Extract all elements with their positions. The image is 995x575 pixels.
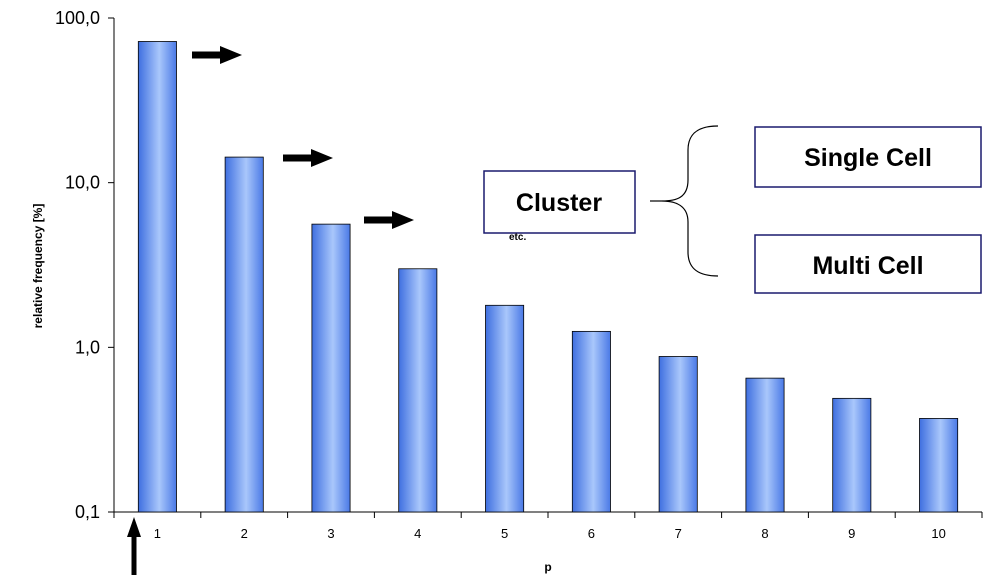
right-arrow-icon — [364, 211, 414, 229]
bar-8 — [745, 377, 785, 513]
bar-7 — [658, 356, 698, 513]
cluster-label: Cluster — [516, 189, 602, 217]
multi-cell-label: Multi Cell — [812, 252, 923, 280]
x-tick-labels: 1 2 3 4 5 6 7 8 9 10 — [154, 526, 946, 541]
bar-1 — [137, 41, 177, 513]
single-cell-label: Single Cell — [804, 144, 932, 172]
x-tick-label: 8 — [761, 526, 768, 541]
etc-label: etc. — [509, 232, 526, 243]
right-arrow-icon — [192, 46, 242, 64]
x-tick-label: 1 — [154, 526, 161, 541]
y-tick-labels: 0,1 1,0 10,0 100,0 — [55, 8, 100, 522]
bar-10 — [919, 418, 959, 513]
x-tick-label: 10 — [931, 526, 945, 541]
x-tick-label: 3 — [327, 526, 334, 541]
y-tick-label: 100,0 — [55, 8, 100, 28]
up-arrow-icon — [127, 517, 141, 575]
y-axis-title: relative frequency [%] — [31, 204, 45, 329]
x-tick-label: 2 — [241, 526, 248, 541]
cluster-box: Cluster — [483, 170, 636, 234]
single-cell-box: Single Cell — [754, 126, 982, 188]
y-tick-label: 1,0 — [75, 337, 100, 357]
x-tick-label: 6 — [588, 526, 595, 541]
x-tick-label: 5 — [501, 526, 508, 541]
curly-brace-icon — [661, 125, 719, 277]
y-tick-label: 0,1 — [75, 502, 100, 522]
x-tick-label: 4 — [414, 526, 421, 541]
bar-2 — [224, 156, 264, 513]
bar-6 — [571, 330, 611, 513]
right-arrow-icon — [283, 149, 333, 167]
bar-9 — [832, 397, 872, 513]
bar-3 — [311, 223, 351, 513]
bar-4 — [398, 268, 438, 513]
multi-cell-box: Multi Cell — [754, 234, 982, 294]
x-axis-title: p — [544, 560, 551, 574]
bars-group — [137, 41, 959, 513]
bar-5 — [485, 304, 525, 513]
y-tick-label: 10,0 — [65, 173, 100, 193]
x-tick-label: 7 — [675, 526, 682, 541]
x-tick-label: 9 — [848, 526, 855, 541]
